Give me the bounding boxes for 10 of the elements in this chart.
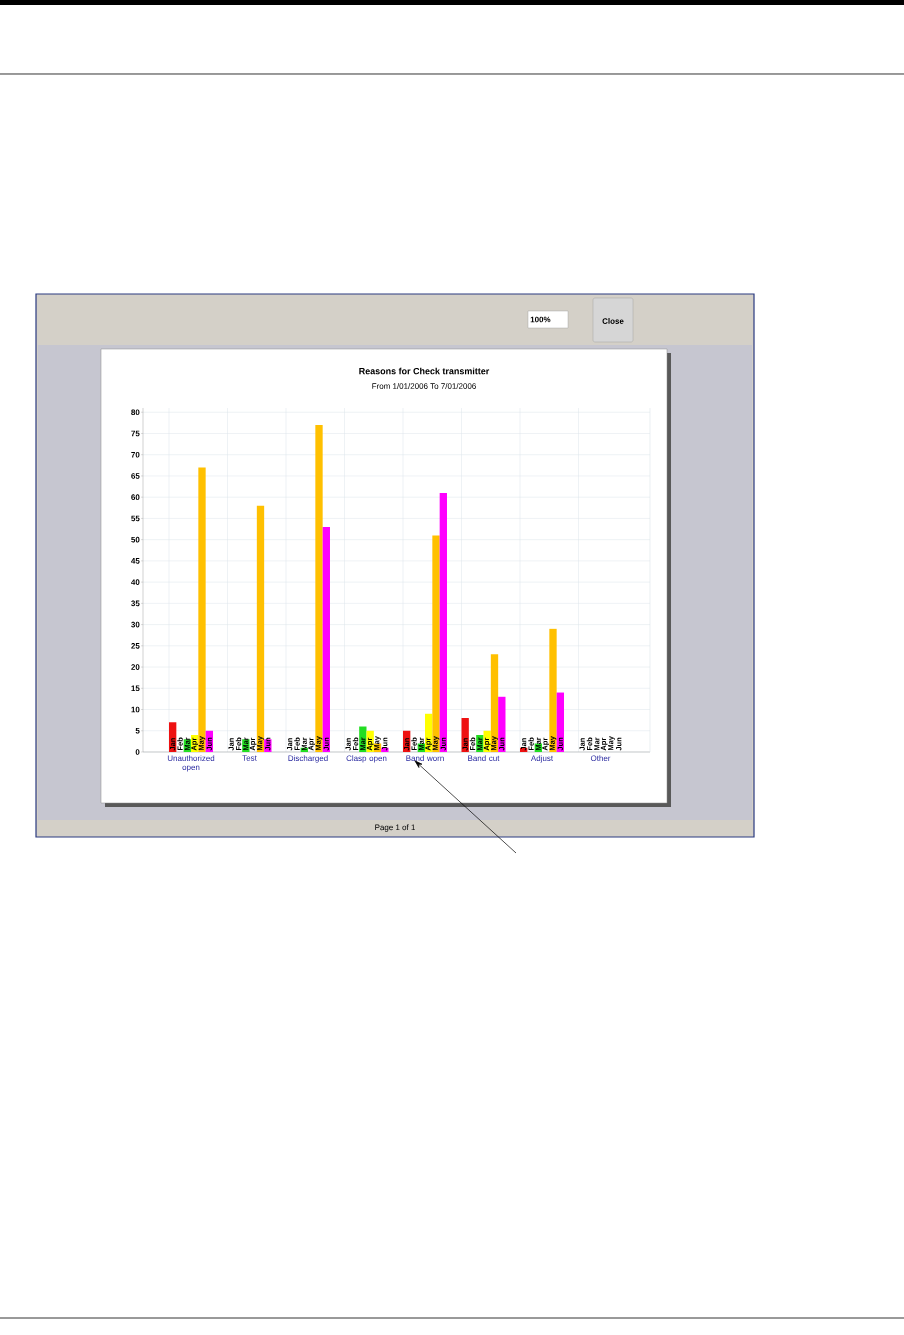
bar [439, 492, 447, 752]
bar [490, 654, 499, 752]
bar [256, 505, 265, 752]
bar [315, 424, 323, 752]
bar [322, 526, 330, 752]
bar [432, 535, 440, 752]
bar [198, 467, 206, 752]
chart-title: Reasons for Check transmitter [359, 367, 490, 375]
bar [549, 628, 557, 752]
bar [359, 726, 367, 752]
